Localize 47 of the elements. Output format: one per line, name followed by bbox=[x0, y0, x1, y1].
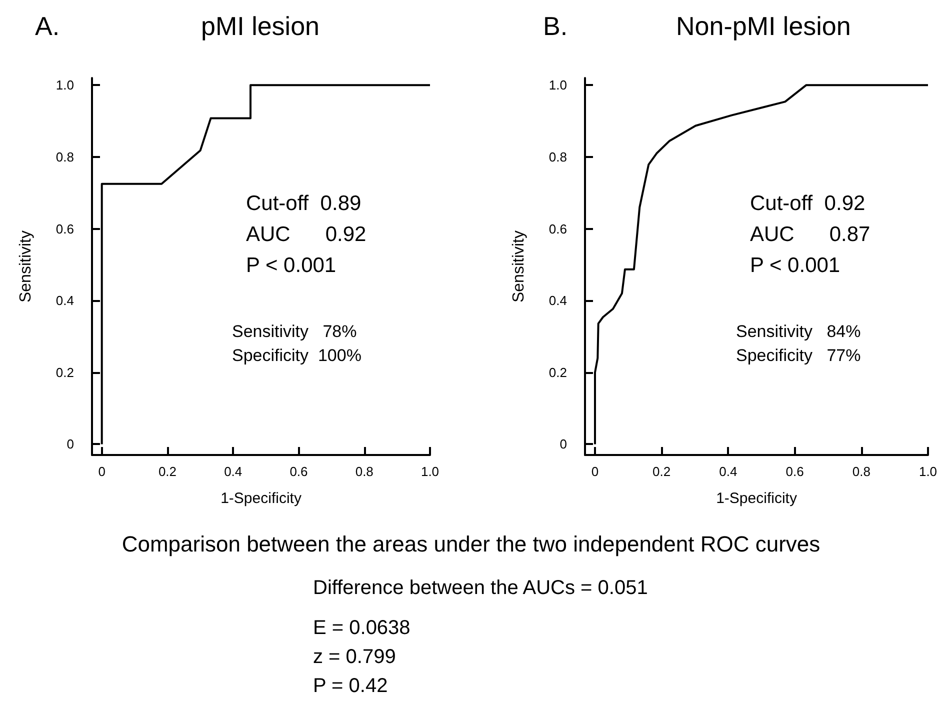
x-tick-label: 0 bbox=[591, 464, 599, 479]
y-tick-label: 0 bbox=[66, 436, 74, 452]
annotation: Sensitivity 84% bbox=[736, 322, 861, 341]
text: z = 0.799 bbox=[313, 646, 396, 668]
annotation: Cut-off 0.92 bbox=[750, 192, 866, 215]
y-tick-label: 0.4 bbox=[56, 293, 74, 308]
y-tick-label: 0.4 bbox=[548, 293, 567, 308]
text: Comparison between the areas under the two independent ROC curves bbox=[122, 532, 820, 556]
annotation: Sensitivity 78% bbox=[232, 322, 357, 341]
x-tick-label: 0.6 bbox=[786, 464, 804, 479]
x-tick-label: 1.0 bbox=[420, 464, 440, 479]
x-tick-label: 1.0 bbox=[918, 464, 938, 479]
x-tick-label: 0.2 bbox=[158, 464, 177, 479]
text: E = 0.0638 bbox=[313, 617, 410, 639]
annotation: P < 0.001 bbox=[750, 254, 840, 277]
x-axis-title: 1-Specificity bbox=[220, 490, 302, 507]
text: P = 0.42 bbox=[313, 675, 388, 697]
y-tick-label: 0.2 bbox=[548, 364, 567, 380]
y-axis-title: Sensitivity bbox=[18, 230, 34, 303]
x-tick-label: 0.8 bbox=[355, 464, 374, 479]
x-tick-label: 0.4 bbox=[224, 464, 242, 479]
annotation: Cut-off 0.89 bbox=[246, 192, 362, 215]
chart-title: A. bbox=[35, 11, 60, 41]
annotation: P < 0.001 bbox=[246, 254, 336, 277]
annotation: AUC 0.92 bbox=[246, 223, 366, 246]
x-axis-title: 1-Specificity bbox=[716, 490, 798, 507]
y-tick-label: 0 bbox=[560, 436, 567, 452]
y-axis-title: Sensitivity bbox=[510, 230, 528, 303]
annotation: Specificity 100% bbox=[232, 346, 362, 365]
text: Difference between the AUCs = 0.051 bbox=[313, 577, 648, 599]
y-tick-label: 0.6 bbox=[548, 221, 567, 236]
x-tick-label: 0.8 bbox=[852, 464, 870, 479]
annotation: AUC 0.87 bbox=[750, 223, 870, 246]
chart-title: B. bbox=[543, 11, 568, 41]
x-tick-label: 0.6 bbox=[290, 464, 308, 479]
y-tick-label: 0.8 bbox=[548, 149, 567, 164]
y-tick-label: 1.0 bbox=[56, 78, 74, 93]
x-tick-label: 0 bbox=[98, 464, 106, 479]
chart-subtitle: Non-pMI lesion bbox=[676, 11, 851, 41]
x-tick-label: 0.4 bbox=[719, 464, 738, 479]
annotation: Specificity 77% bbox=[736, 346, 861, 365]
y-tick-label: 1.0 bbox=[548, 78, 567, 93]
y-tick-label: 0.2 bbox=[56, 364, 74, 380]
chart-subtitle: pMI lesion bbox=[201, 11, 320, 41]
y-tick-label: 0.6 bbox=[56, 221, 74, 236]
x-tick-label: 0.2 bbox=[652, 464, 671, 479]
y-tick-label: 0.8 bbox=[56, 149, 74, 164]
